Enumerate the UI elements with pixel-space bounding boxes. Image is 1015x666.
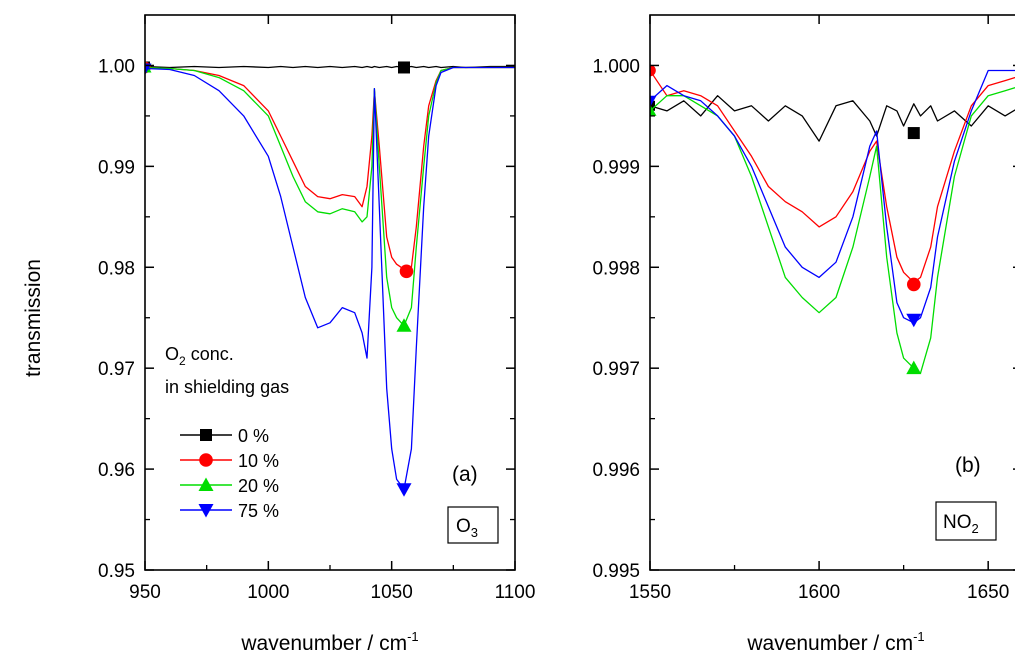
panel-a-series-marker-3 (397, 483, 412, 497)
panel-a-y-tick-label: 0.98 (98, 258, 135, 279)
panel-b-x-axis-title-main: wavenumber / cm (746, 632, 913, 655)
legend-label-3: 75 % (238, 501, 279, 521)
y-axis-title: transmission (22, 259, 45, 377)
legend-title-o: O (165, 344, 179, 364)
panel-a-x-axis-title-main: wavenumber / cm (240, 632, 407, 655)
panel-b-series-marker-0 (908, 127, 920, 139)
panel-a-label: (a) (452, 463, 478, 486)
legend-title-line2: in shielding gas (165, 377, 289, 397)
legend: O2 conc. in shielding gas 0 % 10 % 20 % 75 … (165, 344, 289, 521)
legend-marker-2 (199, 478, 214, 492)
legend-title-line1: O2 conc. (165, 344, 234, 368)
panel-a-y-tick-label: 0.96 (98, 460, 135, 481)
panel-b-x-axis-title-sup: -1 (913, 629, 925, 644)
panel-b-y-tick-label: 0.996 (592, 460, 640, 481)
panel-b-x-tick-label: 1600 (798, 582, 840, 603)
panel-b-label: (b) (955, 454, 981, 477)
panel-b-data-layer (644, 65, 1015, 374)
panel-a-series-line-3 (145, 68, 515, 490)
legend-label-0: 0 % (238, 426, 269, 446)
panel-b-y-tick-label: 1.000 (592, 56, 640, 77)
panel-b-species-sub: 2 (972, 521, 979, 536)
panel-a-x-axis-title-sup: -1 (407, 629, 419, 644)
panel-b-series-group-1 (644, 65, 1015, 292)
panel-a-series-line-2 (145, 68, 515, 326)
panel-b-y-tick-label: 0.998 (592, 258, 640, 279)
panel-b-x-tick-label: 1550 (629, 582, 671, 603)
legend-entries: 0 % 10 % 20 % 75 % (180, 426, 279, 521)
panel-a-y-tick-label: 0.95 (98, 561, 135, 582)
legend-marker-3 (199, 504, 214, 518)
panel-b-series-group-0 (645, 96, 1015, 141)
panel-a-species-main: O (456, 516, 471, 537)
legend-marker-1 (199, 453, 213, 467)
legend-marker-0 (200, 429, 212, 441)
panel-b-x-tick-label: 1650 (967, 582, 1009, 603)
panel-b-series-marker-1 (907, 278, 921, 292)
panel-a-series-marker-0 (398, 61, 410, 73)
panel-a-series-group-2 (139, 61, 516, 332)
panel-a-x-tick-label: 1050 (371, 582, 413, 603)
panel-a-species-sub: 3 (471, 525, 478, 540)
panel-a-x-tick-label: 1100 (495, 582, 536, 603)
panel-a-species-box: O3 (448, 507, 498, 543)
panel-b-y-tick-label: 0.995 (592, 561, 640, 582)
legend-title-conc: conc. (186, 344, 234, 364)
panel-a-x-axis-title: wavenumber / cm-1 (240, 629, 418, 655)
panel-b-series-line-2 (650, 86, 1015, 374)
panel-b-nitrogen-dioxide: 1550 1600 1650 0.995 0.996 0.997 0.998 0.999 1.0… (592, 15, 1015, 655)
panel-a-y-tick-label: 1.00 (98, 56, 135, 77)
panel-b-species-main: NO (943, 512, 972, 533)
panel-a-series-group-3 (139, 63, 516, 496)
panel-b-species-box: NO2 (936, 502, 996, 540)
panel-b-series-group-3 (644, 71, 1015, 328)
panel-a-series-line-1 (145, 68, 515, 270)
panel-a-y-tick-label: 0.99 (98, 157, 135, 178)
panel-a-series-marker-1 (400, 265, 414, 279)
panel-a-x-tick-label: 950 (129, 582, 161, 603)
panel-b-y-tick-label: 0.999 (592, 157, 640, 178)
panel-a-x-tick-label: 1000 (247, 582, 289, 603)
panel-b-x-axis-title: wavenumber / cm-1 (746, 629, 924, 655)
legend-label-2: 20 % (238, 476, 279, 496)
legend-label-1: 10 % (238, 451, 279, 471)
panel-a-series-group-1 (139, 62, 515, 278)
panel-b-series-line-1 (650, 71, 1015, 283)
panel-a-data-layer (139, 61, 516, 497)
panel-a-frame (145, 15, 515, 570)
panel-a-y-tick-label: 0.97 (98, 359, 135, 380)
panel-b-y-tick-label: 0.997 (592, 359, 640, 380)
panel-b-series-group-2 (644, 86, 1015, 375)
